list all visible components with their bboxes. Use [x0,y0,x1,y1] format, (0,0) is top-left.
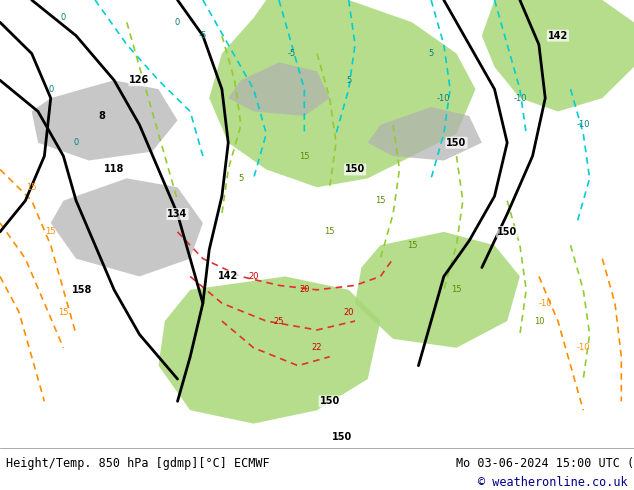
Polygon shape [51,178,203,276]
Text: Mo 03-06-2024 15:00 UTC (12+03): Mo 03-06-2024 15:00 UTC (12+03) [456,457,634,470]
Text: 20: 20 [299,285,309,294]
Text: 8: 8 [98,111,105,121]
Text: 15: 15 [46,227,56,236]
Text: 20: 20 [249,272,259,281]
Text: 134: 134 [167,209,188,219]
Polygon shape [482,0,634,112]
Text: -10: -10 [576,343,590,352]
Text: 142: 142 [548,31,568,41]
Text: 150: 150 [446,138,467,147]
Text: 0: 0 [175,18,180,27]
Text: 158: 158 [72,285,93,295]
Text: Height/Temp. 850 hPa [gdmp][°C] ECMWF: Height/Temp. 850 hPa [gdmp][°C] ECMWF [6,457,270,470]
Text: 150: 150 [332,432,353,442]
Text: 150: 150 [320,396,340,406]
Polygon shape [368,107,482,161]
Text: -10: -10 [576,121,590,129]
Text: 150: 150 [345,165,365,174]
Text: -10: -10 [538,299,552,308]
Text: 15: 15 [375,196,385,205]
Text: 5: 5 [429,49,434,58]
Text: -5: -5 [287,49,296,58]
Text: 15: 15 [407,241,417,250]
Text: 15: 15 [27,183,37,192]
Text: 5: 5 [346,76,351,85]
Text: 22: 22 [312,343,322,352]
Text: 0: 0 [61,13,66,23]
Text: 15: 15 [299,151,309,161]
Text: 150: 150 [497,227,517,237]
Polygon shape [355,232,520,348]
Text: © weatheronline.co.uk: © weatheronline.co.uk [478,476,628,489]
Text: -10: -10 [437,94,451,102]
Text: 0: 0 [48,85,53,94]
Text: 126: 126 [129,75,150,85]
Polygon shape [158,276,380,423]
Text: 5: 5 [238,174,243,183]
Text: 25: 25 [274,317,284,325]
Text: 15: 15 [325,227,335,236]
Text: 0: 0 [74,138,79,147]
Text: 20: 20 [344,308,354,317]
Text: 118: 118 [104,165,124,174]
Text: 10: 10 [534,317,544,325]
Polygon shape [209,0,476,187]
Polygon shape [228,62,330,116]
Text: -5: -5 [198,31,207,40]
Text: 15: 15 [58,308,68,317]
Text: -10: -10 [513,94,527,102]
Polygon shape [32,80,178,161]
Text: 15: 15 [451,285,462,294]
Text: 142: 142 [218,271,238,281]
